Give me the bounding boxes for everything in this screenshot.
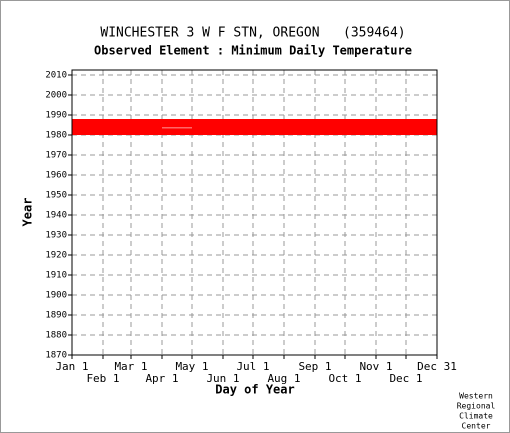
data-band (72, 119, 437, 135)
y-tick-label: 2010 (45, 71, 67, 81)
x-tick-label: Nov 1 (359, 360, 392, 373)
x-tick-label: Mar 1 (114, 360, 147, 373)
x-tick-label: Jan 1 (55, 360, 88, 373)
y-tick-label: 2000 (45, 91, 67, 101)
chart-title: WINCHESTER 3 W F STN, OREGON (359464) (100, 26, 405, 41)
x-tick-label: Apr 1 (145, 372, 178, 385)
x-tick-label: Jul 1 (236, 360, 269, 373)
credit-line: Western (459, 392, 493, 401)
credit-line: Center (462, 422, 491, 431)
ticks: 1870 1880 1890 1900 1910 1920 1930 1940 1950 1960… (45, 71, 457, 386)
y-axis-label: Year (21, 198, 35, 227)
x-tick-label: Dec 31 (417, 360, 457, 373)
x-tick-label: Dec 1 (389, 372, 422, 385)
plot-border (71, 69, 438, 356)
y-tick-label: 1900 (45, 291, 67, 301)
x-tick-label: Sep 1 (298, 360, 331, 373)
y-tick-label: 1950 (45, 191, 67, 201)
y-tick-label: 1930 (45, 231, 67, 241)
y-tick-label: 1880 (45, 331, 67, 341)
y-tick-label: 1920 (45, 251, 67, 261)
y-tick-label: 1960 (45, 171, 67, 181)
data-gap (162, 127, 192, 129)
y-tick-label: 1970 (45, 151, 67, 161)
y-tick-label: 1980 (45, 131, 67, 141)
marks (72, 119, 437, 135)
credit-line: Climate (459, 412, 493, 421)
y-tick-label: 1990 (45, 111, 67, 121)
y-tick-label: 1910 (45, 271, 67, 281)
credit-line: Regional (457, 402, 496, 411)
x-tick-label: Feb 1 (86, 372, 119, 385)
x-tick-label: May 1 (175, 360, 208, 373)
y-tick-label: 1870 (45, 351, 67, 361)
y-tick-label: 1940 (45, 211, 67, 221)
x-tick-label: Oct 1 (328, 372, 361, 385)
chart-subtitle: Observed Element : Minimum Daily Tempera… (94, 44, 412, 58)
x-tick-label: Aug 1 (267, 372, 300, 385)
x-tick-label: Jun 1 (206, 372, 239, 385)
x-axis-label: Day of Year (215, 383, 294, 397)
y-tick-label: 1890 (45, 311, 67, 321)
